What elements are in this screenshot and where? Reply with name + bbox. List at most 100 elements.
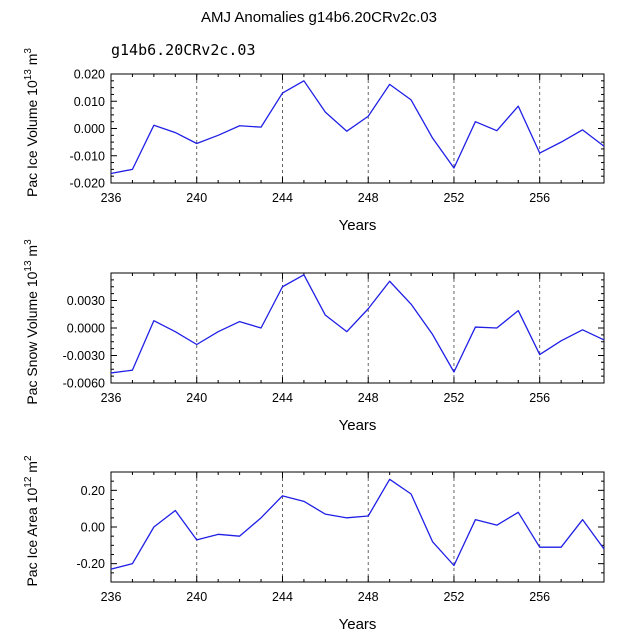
data-point xyxy=(410,304,411,305)
x-axis-title: Years xyxy=(339,417,377,434)
x-tick-label: 236 xyxy=(101,590,122,604)
y-tick-label: -0.0060 xyxy=(63,377,105,391)
y-tick-label: 0.000 xyxy=(74,122,105,136)
x-tick-label: 236 xyxy=(101,391,122,405)
y-axis-title: Pac Ice Area 1012 m2 xyxy=(23,455,40,587)
data-point xyxy=(561,547,562,548)
figure-title: AMJ Anomalies g14b6.20CRv2c.03 xyxy=(201,9,437,26)
data-point xyxy=(218,135,219,136)
data-point xyxy=(346,131,347,132)
x-tick-label: 240 xyxy=(186,391,207,405)
data-point xyxy=(303,274,304,275)
y-axis-title-exponent: 13 xyxy=(23,260,34,272)
x-tick-label: 240 xyxy=(186,590,207,604)
data-point xyxy=(325,514,326,515)
y-tick-label: -0.20 xyxy=(77,557,106,571)
x-tick-label: 256 xyxy=(529,391,550,405)
data-point xyxy=(496,130,497,131)
data-point xyxy=(368,515,369,516)
data-point xyxy=(282,92,283,93)
data-point xyxy=(110,569,111,570)
data-point xyxy=(346,517,347,518)
y-axis-title-unit-exponent: 3 xyxy=(23,239,34,245)
data-point xyxy=(175,510,176,511)
data-point xyxy=(582,329,583,330)
y-axis-title-unit: m xyxy=(24,461,40,477)
data-point xyxy=(475,519,476,520)
data-point xyxy=(389,84,390,85)
y-tick-label: -0.020 xyxy=(70,177,105,191)
data-point xyxy=(432,137,433,138)
data-point xyxy=(453,371,454,372)
y-axis-title-main: Pac Ice Area 10 xyxy=(24,487,40,586)
data-point xyxy=(582,519,583,520)
data-point xyxy=(153,320,154,321)
data-point xyxy=(518,310,519,311)
ice-area-panel: 236 240 244 248 252 256 -0.20 0.00 0.20 Years Pac … xyxy=(23,455,605,633)
data-point xyxy=(260,517,261,518)
x-tick-label: 252 xyxy=(444,191,465,205)
data-point xyxy=(368,116,369,117)
y-tick-label: 0.020 xyxy=(74,68,105,82)
y-tick-label: -0.0030 xyxy=(63,349,105,363)
data-point xyxy=(239,536,240,537)
data-point xyxy=(175,132,176,133)
y-tick-label: 0.20 xyxy=(81,484,105,498)
data-point xyxy=(110,173,111,174)
data-point xyxy=(282,286,283,287)
ice-area-series-line xyxy=(110,478,605,570)
y-axis-title: Pac Snow Volume 1013 m3 xyxy=(23,239,40,405)
y-axis-title: Pac Ice Volume 1013 m3 xyxy=(23,48,40,197)
data-point xyxy=(432,541,433,542)
plot-frame xyxy=(110,272,605,384)
data-point xyxy=(518,106,519,107)
data-point xyxy=(153,526,154,527)
x-tick-label: 252 xyxy=(444,590,465,604)
data-point xyxy=(389,479,390,480)
data-point xyxy=(603,339,604,340)
data-point xyxy=(218,331,219,332)
figure-subtitle: g14b6.20CRv2c.03 xyxy=(111,41,256,59)
data-point xyxy=(432,334,433,335)
data-point xyxy=(475,121,476,122)
x-axis-title: Years xyxy=(339,217,377,234)
data-point xyxy=(239,125,240,126)
data-point xyxy=(282,495,283,496)
data-point xyxy=(410,493,411,494)
data-point xyxy=(325,112,326,113)
data-point xyxy=(603,548,604,549)
x-tick-label: 244 xyxy=(272,391,293,405)
plot-frame xyxy=(110,73,605,184)
y-tick-label: -0.010 xyxy=(70,149,105,163)
data-point xyxy=(132,370,133,371)
x-tick-label: 248 xyxy=(358,191,379,205)
x-tick-label: 256 xyxy=(529,590,550,604)
data-point xyxy=(496,525,497,526)
x-tick-label: 240 xyxy=(186,191,207,205)
data-point xyxy=(539,152,540,153)
data-point xyxy=(389,281,390,282)
ice-volume-series-line xyxy=(110,80,605,175)
y-tick-label: 0.00 xyxy=(81,521,105,535)
y-axis-title-main: Pac Snow Volume 10 xyxy=(24,271,40,404)
data-point xyxy=(110,372,111,373)
y-tick-label: 0.0000 xyxy=(67,322,105,336)
data-point xyxy=(260,127,261,128)
x-tick-label: 244 xyxy=(272,590,293,604)
data-point xyxy=(153,125,154,126)
data-point xyxy=(518,512,519,513)
ice-volume-panel: 236 240 244 248 252 256 -0.020 -0.010 0.000 0.010… xyxy=(23,48,605,234)
data-point xyxy=(475,326,476,327)
data-point xyxy=(368,308,369,309)
y-tick-label: 0.0030 xyxy=(67,294,105,308)
y-axis-title-unit-exponent: 3 xyxy=(23,48,34,54)
x-tick-label: 256 xyxy=(529,191,550,205)
data-point xyxy=(303,80,304,81)
data-point xyxy=(218,534,219,535)
y-axis-title-main: Pac Ice Volume 10 xyxy=(24,80,40,197)
data-point xyxy=(196,539,197,540)
y-axis-title-exponent: 13 xyxy=(23,69,34,81)
data-point xyxy=(239,321,240,322)
data-point xyxy=(582,129,583,130)
